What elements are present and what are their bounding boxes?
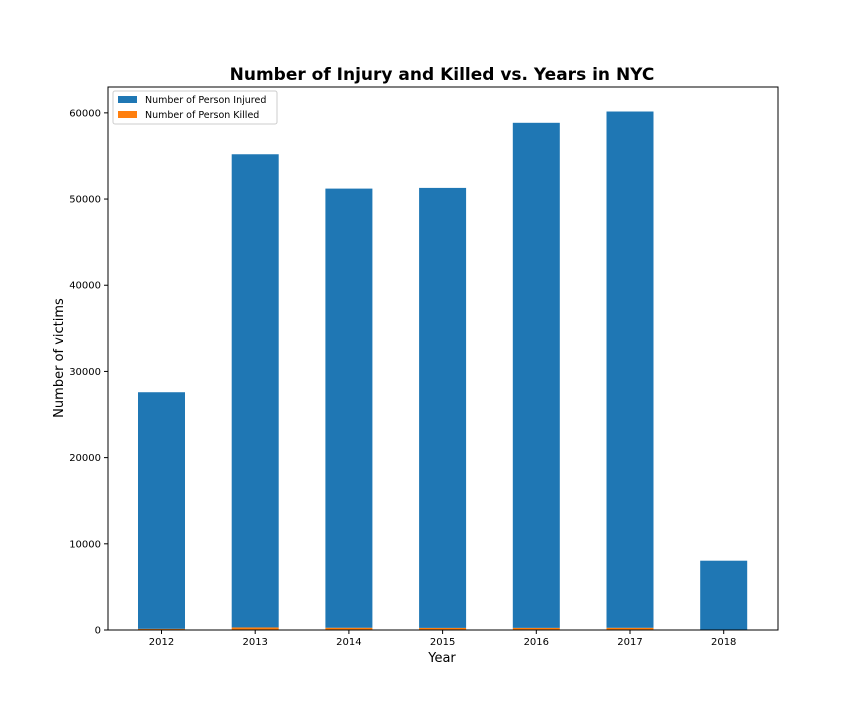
x-axis-label: Year [427,651,456,666]
legend-label: Number of Person Killed [145,110,259,121]
y-tick-label: 20000 [69,453,101,464]
legend-label: Number of Person Injured [145,95,266,106]
chart-title: Number of Injury and Killed vs. Years in… [230,65,655,85]
x-tick-label: 2015 [430,637,455,648]
x-tick-label: 2013 [242,637,267,648]
bar-number-of-person-injured-2017 [607,112,654,628]
y-tick-label: 60000 [69,108,101,119]
y-tick-label: 10000 [69,539,101,550]
x-tick-label: 2016 [524,637,549,648]
x-tick-label: 2018 [711,637,736,648]
legend-swatch [118,96,137,103]
bar-number-of-person-injured-2012 [138,392,185,629]
bar-number-of-person-injured-2018 [700,561,747,630]
x-tick-label: 2014 [336,637,361,648]
bars-layer [138,112,747,630]
y-tick-label: 30000 [69,367,101,378]
y-tick-label: 40000 [69,281,101,292]
x-tick-label: 2012 [149,637,174,648]
bar-number-of-person-injured-2016 [513,123,560,628]
bar-number-of-person-injured-2013 [232,154,279,627]
y-axis: 0 10000 20000 30000 40000 50000 60000 [69,108,108,636]
legend-swatch [118,111,137,118]
bar-number-of-person-injured-2014 [325,189,372,628]
y-tick-label: 50000 [69,195,101,206]
y-axis-label: Number of victims [52,298,67,418]
x-tick-label: 2017 [617,637,642,648]
x-axis: 2012 2013 2014 2015 2016 2017 2018 [149,630,737,648]
y-tick-label: 0 [95,626,101,637]
legend: Number of Person Injured Number of Person… [113,91,277,124]
bar-number-of-person-injured-2015 [419,188,466,628]
